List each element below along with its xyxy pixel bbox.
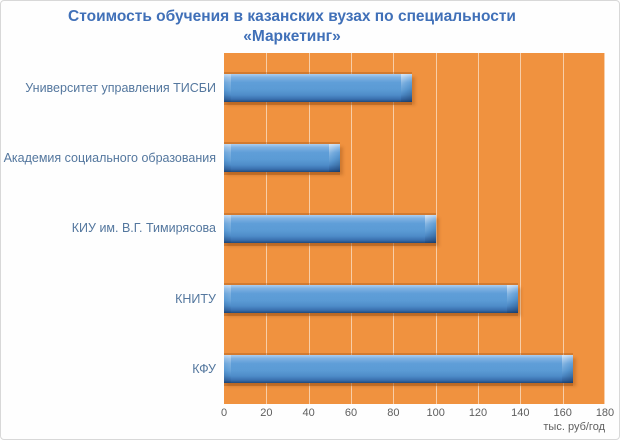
x-tick-label: 100	[426, 407, 445, 419]
x-tick-label: 120	[468, 407, 488, 419]
bar-3	[224, 214, 436, 243]
chart-title-line2: «Маркетинг»	[243, 28, 341, 45]
category-axis: Университет управления ТИСБИ Академия соц…	[1, 53, 216, 404]
x-axis-unit-label: тыс. руб/год	[543, 421, 605, 433]
x-tick-label: 80	[387, 407, 400, 419]
gridline	[435, 53, 437, 404]
bar-5	[224, 354, 574, 383]
category-label: КНИТУ	[175, 291, 216, 306]
x-tick-label: 0	[220, 407, 228, 419]
gridline	[562, 53, 564, 404]
x-tick-label: 40	[302, 407, 315, 419]
bar-1	[224, 74, 413, 103]
gridline	[520, 53, 522, 404]
plot-area	[224, 53, 605, 404]
chart-title: Стоимость обучения в казанских вузах по …	[1, 7, 601, 47]
category-label: Академия социального образования	[3, 151, 216, 166]
x-tick-label: 180	[595, 407, 615, 419]
chart-title-line1: Стоимость обучения в казанских вузах по …	[68, 8, 516, 25]
bar-2	[224, 144, 341, 173]
x-tick-label: 160	[553, 407, 572, 419]
bar-4	[224, 284, 519, 313]
x-tick-label: 20	[260, 407, 273, 419]
category-label: Университет управления ТИСБИ	[25, 81, 216, 96]
gridline	[478, 53, 479, 404]
category-label: КФУ	[192, 361, 216, 376]
category-label: КИУ им. В.Г. Тимирясова	[71, 221, 216, 236]
x-tick-label: 140	[511, 407, 530, 419]
gridline	[604, 53, 605, 404]
x-tick-label: 60	[344, 407, 358, 419]
